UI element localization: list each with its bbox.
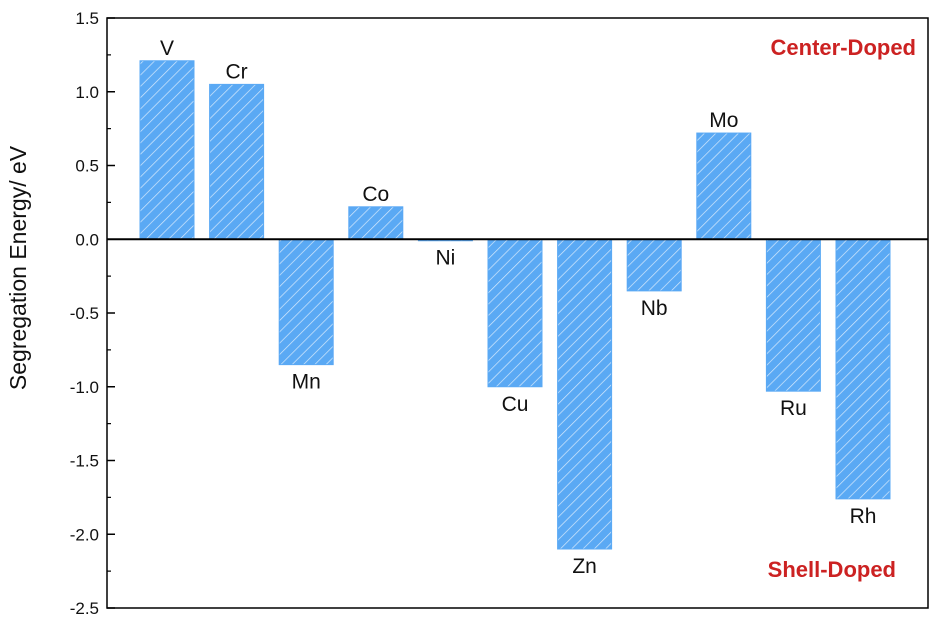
bar-label-v: V (160, 37, 174, 60)
center-doped-annotation: Center-Doped (771, 35, 916, 60)
bar-label-nb: Nb (641, 297, 668, 320)
bar-rh (835, 238, 891, 500)
bar-v (139, 60, 195, 240)
bar-label-ni: Ni (435, 247, 455, 270)
y-axis-title: Segregation Energy/ eV (5, 145, 31, 390)
y-tick-label: -1.5 (70, 452, 99, 471)
y-tick-label: 0.0 (75, 230, 99, 249)
plot-frame (106, 17, 929, 609)
bar-label-rh: Rh (850, 505, 877, 528)
y-tick-label: 1.0 (75, 83, 99, 102)
y-tick-label: -0.5 (70, 304, 99, 323)
bar-label-cu: Cu (502, 393, 529, 416)
bar-label-cr: Cr (226, 60, 248, 83)
bar-label-zn: Zn (572, 555, 597, 578)
bar-cr (209, 83, 265, 240)
y-tick-label: -1.0 (70, 378, 99, 397)
bar-co (348, 206, 404, 240)
y-tick-label: 1.5 (75, 9, 99, 28)
bar-label-mo: Mo (709, 109, 738, 132)
bar-nb (626, 238, 682, 292)
bar-label-co: Co (362, 183, 389, 206)
y-tick-label: -2.0 (70, 525, 99, 544)
bar-ru (765, 238, 821, 392)
bar-label-mn: Mn (292, 371, 321, 394)
bar-mn (278, 238, 334, 366)
bar-cu (487, 238, 543, 388)
bar-mo (696, 132, 752, 240)
y-tick-label: 0.5 (75, 157, 99, 176)
bar-label-ru: Ru (780, 397, 807, 420)
shell-doped-annotation: Shell-Doped (768, 557, 896, 582)
y-tick-label: -2.5 (70, 599, 99, 618)
bar-zn (557, 238, 613, 550)
